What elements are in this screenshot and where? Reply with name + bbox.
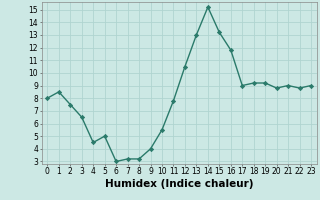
- X-axis label: Humidex (Indice chaleur): Humidex (Indice chaleur): [105, 179, 253, 189]
